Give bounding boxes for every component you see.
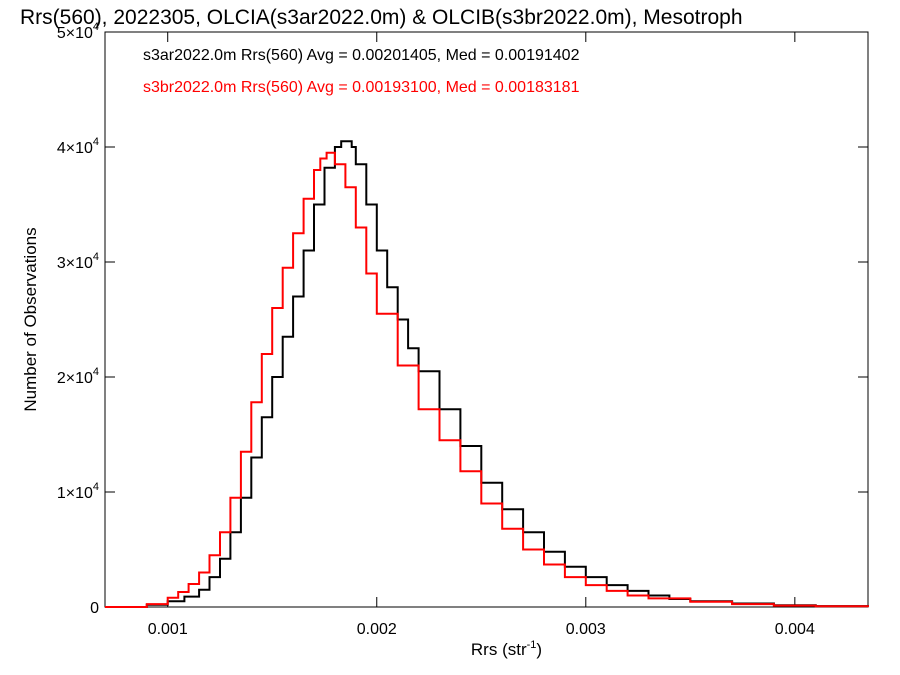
y-tick-label-2: 2×104	[57, 366, 99, 387]
y-tick-label-4: 4×104	[57, 136, 99, 157]
x-axis-label-superscript: -1	[527, 639, 537, 651]
y-axis-label: Number of Observations	[21, 227, 40, 411]
x-axis-label: Rrs (str-1)	[471, 639, 542, 659]
y-tick-label-3: 3×104	[57, 251, 99, 272]
x-tick-label-0: 0.001	[148, 621, 188, 638]
x-tick-label-2: 0.003	[566, 621, 606, 638]
x-axis: 0.001 0.002 0.003 0.004	[148, 32, 815, 638]
legend-entry-s3ar: s3ar2022.0m Rrs(560) Avg = 0.00201405, M…	[143, 47, 580, 64]
series-line-0	[105, 140, 869, 608]
x-axis-label-main: Rrs (str	[471, 640, 527, 659]
x-tick-label-3: 0.004	[775, 621, 815, 638]
legend-entry-s3br: s3br2022.0m Rrs(560) Avg = 0.00193100, M…	[143, 79, 580, 96]
y-tick-label-5: 5×104	[57, 21, 99, 42]
chart-title: Rrs(560), 2022305, OLCIA(s3ar2022.0m) & …	[20, 6, 743, 29]
plot-frame	[104, 31, 869, 608]
plot-area	[104, 31, 869, 608]
series-line-1	[105, 151, 869, 608]
y-tick-label-0: 0	[90, 600, 99, 617]
legend: s3ar2022.0m Rrs(560) Avg = 0.00201405, M…	[143, 47, 580, 96]
series-layer	[105, 140, 869, 608]
y-tick-label-1: 1×104	[57, 481, 99, 502]
x-tick-label-1: 0.002	[357, 621, 397, 638]
y-axis: 0 1×104 2×104 3×104 4×104 5×104	[57, 21, 868, 617]
x-axis-label-suffix: )	[536, 640, 542, 659]
